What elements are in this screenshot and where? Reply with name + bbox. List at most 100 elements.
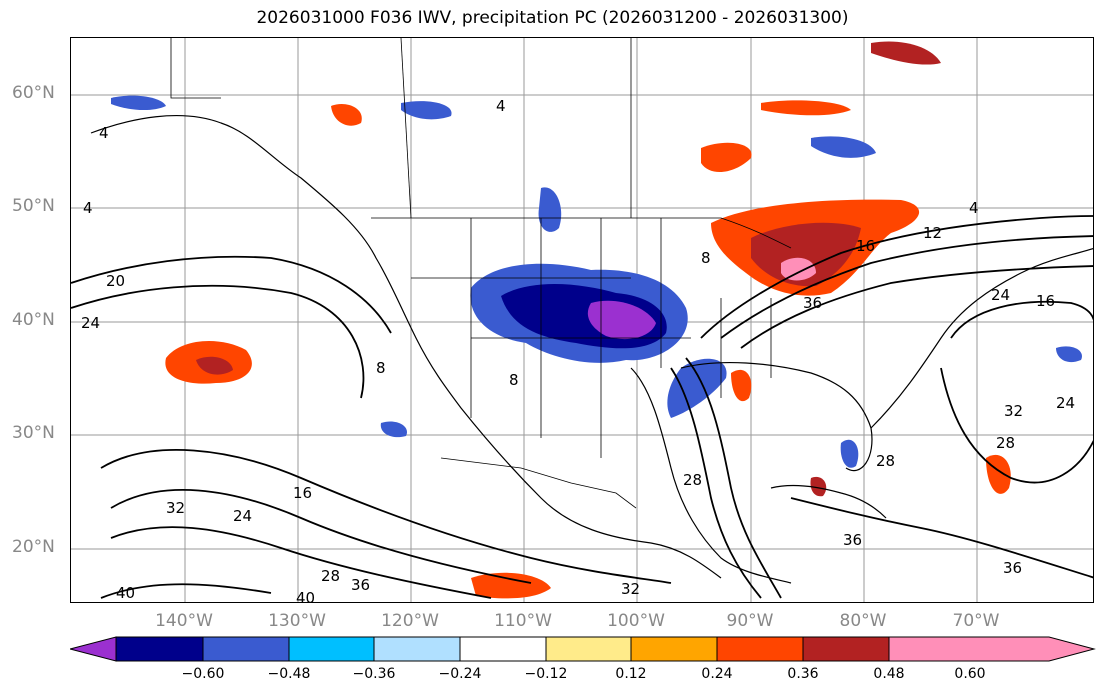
contour-label: 32 [621, 580, 640, 598]
contour-label: 28 [996, 434, 1015, 452]
graticule [71, 38, 1093, 602]
colorbar-segment [202, 636, 290, 662]
colorbar-segment [888, 636, 1096, 662]
iwv-contour-16 [740, 265, 1093, 349]
colorbar-tick-label: 0.48 [873, 666, 905, 682]
contour-label: 28 [876, 452, 895, 470]
extreme-positive-anomaly [781, 257, 816, 281]
pacific-coastline [90, 114, 722, 579]
contour-label: 24 [233, 507, 252, 525]
lat-label-60n: 60°N [12, 83, 55, 103]
contour-label: 36 [351, 576, 370, 594]
iwv-contour-24-atlantic [950, 300, 1093, 339]
contour-label: 16 [1036, 292, 1055, 310]
colorbar-tick-label: 0.24 [701, 666, 733, 682]
iwv-contour-32 [110, 526, 492, 599]
positive-anomaly-canada-2 [701, 142, 752, 173]
positive-anomaly-canada-4 [871, 41, 941, 65]
colorbar-segment [630, 636, 718, 662]
contour-label: 36 [803, 294, 822, 312]
lon-label-110w: 110°W [494, 611, 552, 631]
colorbar-segment [802, 636, 890, 662]
iwv-contour-20 [71, 255, 392, 334]
iwv-contour-28 [110, 489, 532, 584]
lon-label-100w: 100°W [607, 611, 665, 631]
lon-label-90w: 90°W [726, 611, 774, 631]
contour-label: 28 [321, 567, 340, 585]
colorbar-tick-label: −0.60 [181, 666, 225, 682]
contour-label: 20 [106, 272, 125, 290]
negative-anomaly-pacific-coast [380, 421, 407, 438]
negative-anomaly-florida [840, 439, 859, 468]
positive-anomaly-cuba [810, 476, 827, 497]
colorbar-tick-label: −0.48 [267, 666, 311, 682]
colorbar-segment [288, 636, 375, 662]
negative-anomaly-gulf [667, 358, 727, 418]
colorbar [70, 636, 1096, 662]
contour-label: 8 [701, 249, 711, 267]
contour-label: 32 [1004, 402, 1023, 420]
positive-anomaly-canada-1 [331, 103, 362, 126]
contour-label: 4 [99, 124, 109, 142]
colorbar-tick-label: −0.24 [438, 666, 482, 682]
colorbar-tick-label: −0.36 [352, 666, 396, 682]
positive-anomaly-gulf-coast [731, 369, 752, 402]
precip-anomaly-fills [111, 41, 1082, 599]
strong-positive-anomaly [751, 222, 861, 287]
lon-label-130w: 130°W [268, 611, 326, 631]
contour-labels: 4 4 4 4 12 16 16 16 20 24 24 24 24 28 28… [81, 97, 1075, 603]
positive-anomaly-atlantic [986, 454, 1011, 494]
contour-label: 28 [683, 471, 702, 489]
negative-anomaly-canada-2 [401, 101, 452, 120]
lat-label-50n: 50°N [12, 196, 55, 216]
contour-label: 24 [81, 314, 100, 332]
colorbar-segment [115, 636, 204, 662]
extreme-negative-anomaly [587, 300, 656, 340]
negative-anomaly-canada-1 [811, 136, 876, 158]
lon-label-140w: 140°W [155, 611, 213, 631]
iwv-contour-36 [100, 583, 272, 599]
contour-label: 32 [166, 499, 185, 517]
map-canvas: 4 4 4 4 12 16 16 16 20 24 24 24 24 28 28… [71, 38, 1093, 603]
iwv-contour-24-west [71, 284, 365, 399]
atlantic-coastline [870, 248, 1093, 429]
iwv-contour-24-south [100, 449, 672, 584]
colorbar-segment [70, 636, 117, 662]
contour-label: 36 [1003, 559, 1022, 577]
positive-anomaly-mexico-coast [471, 572, 551, 599]
negative-anomaly-atlantic [1056, 346, 1082, 363]
iwv-contour-12 [720, 235, 1093, 339]
colorbar-segment [459, 636, 547, 662]
iwv-contour-28-atlantic [940, 367, 1093, 484]
contour-label: 12 [923, 224, 942, 242]
contour-label: 40 [116, 584, 135, 602]
negative-anomaly-alaska [111, 95, 166, 111]
lon-label-70w: 70°W [952, 611, 1000, 631]
lat-label-40n: 40°N [12, 310, 55, 330]
contour-label: 8 [509, 371, 519, 389]
colorbar-tick-label: 0.12 [615, 666, 647, 682]
contour-label: 4 [83, 199, 93, 217]
contour-label: 4 [496, 97, 506, 115]
contour-label: 24 [991, 286, 1010, 304]
colorbar-tick-label: −0.12 [524, 666, 568, 682]
lat-label-30n: 30°N [12, 423, 55, 443]
coastlines [90, 114, 1093, 584]
contour-label: 40 [296, 589, 315, 603]
iwv-contours [71, 215, 1093, 599]
us-canada-border [371, 217, 792, 249]
iwv-contour-36-caribbean [790, 497, 1093, 579]
colorbar-segment [716, 636, 804, 662]
positive-anomaly-canada-3 [761, 100, 851, 116]
colorbar-tick-label: 0.60 [954, 666, 986, 682]
contour-label: 4 [969, 199, 979, 217]
colorbar-tick-label: 0.36 [787, 666, 819, 682]
contour-label: 8 [376, 359, 386, 377]
contour-label: 24 [1056, 394, 1075, 412]
negative-anomaly-plains-north [538, 187, 562, 232]
canada-province-border-1 [400, 38, 412, 219]
gulf-coastline [630, 367, 792, 584]
cuba-outline [770, 484, 887, 519]
map-title: 2026031000 F036 IWV, precipitation PC (2… [256, 8, 849, 28]
lon-label-80w: 80°W [839, 611, 887, 631]
